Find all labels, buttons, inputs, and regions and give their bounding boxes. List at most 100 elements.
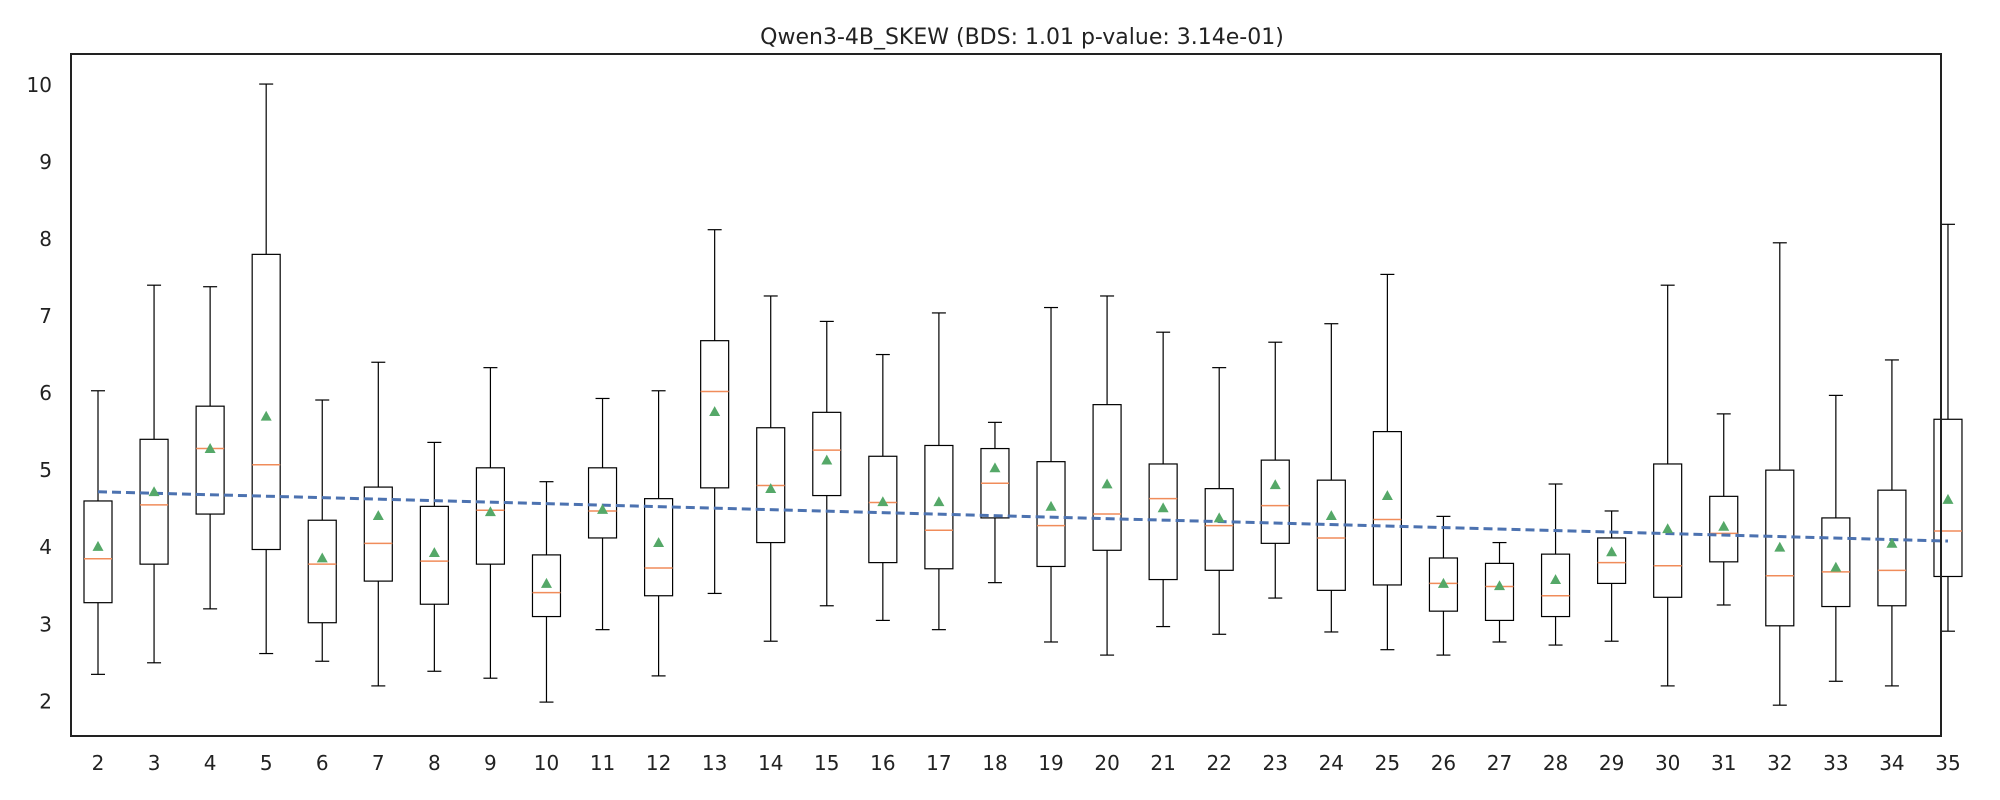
mean-marker: [933, 496, 945, 507]
x-tick-label: 21: [1150, 751, 1175, 775]
x-tick-label: 7: [372, 751, 385, 775]
box-iqr: [1260, 459, 1290, 544]
mean-marker: [1550, 574, 1562, 584]
box-32: [1765, 242, 1795, 706]
mean-marker: [597, 503, 609, 514]
mean-marker: [484, 506, 496, 517]
box-3: [139, 284, 169, 664]
mean-marker: [204, 443, 216, 453]
mean-marker: [709, 406, 721, 416]
chart-title: Qwen3-4B_SKEW (BDS: 1.01 p-value: 3.14e-…: [760, 25, 1284, 50]
x-tick-label: 5: [260, 751, 273, 775]
box-iqr: [251, 253, 281, 551]
box-6: [307, 399, 337, 662]
mean-marker: [989, 462, 1001, 473]
x-tick-label: 29: [1599, 751, 1624, 775]
box-iqr: [924, 444, 954, 570]
mean-markers: [92, 406, 1954, 591]
box-iqr: [868, 455, 898, 564]
x-tick-label: 32: [1767, 751, 1792, 775]
mean-marker: [1774, 541, 1786, 552]
y-tick-label: 2: [39, 689, 52, 713]
mean-marker: [372, 510, 384, 521]
box-iqr: [195, 405, 225, 515]
box-iqr: [700, 340, 730, 489]
x-tick-label: 24: [1319, 751, 1344, 775]
mean-marker: [428, 547, 440, 557]
box-iqr: [587, 467, 618, 539]
box-17: [924, 312, 954, 631]
box-iqr: [1036, 461, 1066, 568]
mean-marker: [1325, 510, 1337, 521]
mean-marker: [316, 552, 328, 563]
mean-marker: [148, 486, 160, 497]
mean-marker: [1830, 561, 1842, 572]
mean-marker: [1718, 520, 1730, 531]
box-7: [363, 361, 393, 687]
x-tick-label: 25: [1375, 751, 1400, 775]
box-iqr: [83, 500, 113, 604]
box-iqr: [1092, 404, 1122, 551]
box-iqr: [1877, 489, 1907, 607]
box-iqr: [419, 505, 449, 605]
x-tick-label: 28: [1543, 751, 1568, 775]
x-tick-label: 31: [1711, 751, 1736, 775]
box-4: [195, 286, 225, 610]
box-35: [1933, 223, 1963, 632]
mean-marker: [1381, 490, 1393, 500]
mean-marker: [1213, 512, 1225, 523]
box-iqr: [1653, 463, 1683, 598]
x-tick-label: 2: [92, 751, 105, 775]
x-tick-label: 34: [1879, 751, 1904, 775]
box-iqr: [1933, 418, 1963, 578]
box-9: [475, 367, 506, 679]
y-tick-label: 9: [39, 150, 52, 174]
x-axis-ticks: 2 3 4 5 6 7 8 9 10 11 12 13 14 15 16 17 18 19 20 21 22 23 24 25…: [92, 751, 1961, 775]
x-tick-label: 27: [1487, 751, 1512, 775]
x-tick-label: 30: [1655, 751, 1680, 775]
x-tick-label: 35: [1935, 751, 1960, 775]
mean-marker: [1157, 502, 1169, 513]
box-iqr: [1765, 469, 1795, 627]
box-iqr: [1540, 553, 1571, 618]
box-2: [83, 390, 113, 675]
x-tick-label: 9: [484, 751, 497, 775]
mean-marker: [1045, 500, 1057, 511]
x-tick-label: 33: [1823, 751, 1848, 775]
y-tick-label: 8: [39, 227, 52, 251]
x-tick-label: 18: [982, 751, 1007, 775]
box-iqr: [1821, 517, 1851, 608]
y-tick-label: 5: [39, 458, 52, 482]
box-iqr: [307, 519, 337, 624]
x-tick-label: 20: [1094, 751, 1119, 775]
x-tick-label: 6: [316, 751, 329, 775]
mean-marker: [1101, 478, 1113, 489]
mean-marker: [877, 496, 889, 507]
mean-marker: [540, 577, 552, 588]
x-tick-label: 14: [758, 751, 783, 775]
x-tick-label: 19: [1038, 751, 1063, 775]
trend-line: [97, 490, 1949, 543]
x-tick-label: 8: [428, 751, 441, 775]
box-5: [251, 83, 281, 655]
box-iqr: [643, 498, 674, 597]
x-tick-label: 11: [590, 751, 615, 775]
mean-marker: [1494, 580, 1505, 591]
y-tick-label: 4: [39, 535, 52, 559]
box-20: [1092, 295, 1122, 656]
box-33: [1821, 394, 1851, 682]
box-22: [1204, 367, 1234, 635]
trend-line-group: [97, 490, 1949, 543]
box-10: [531, 481, 562, 703]
box-28: [1540, 483, 1571, 646]
y-axis-ticks: 2 3 4 5 6 7 8 9 10: [27, 73, 52, 713]
mean-marker: [1606, 546, 1618, 557]
box-iqr: [1372, 431, 1402, 586]
box-iqr: [1709, 495, 1739, 563]
box-19: [1036, 306, 1066, 643]
box-23: [1260, 341, 1290, 599]
x-tick-label: 12: [646, 751, 671, 775]
mean-marker: [653, 537, 665, 547]
box-27: [1484, 541, 1515, 643]
